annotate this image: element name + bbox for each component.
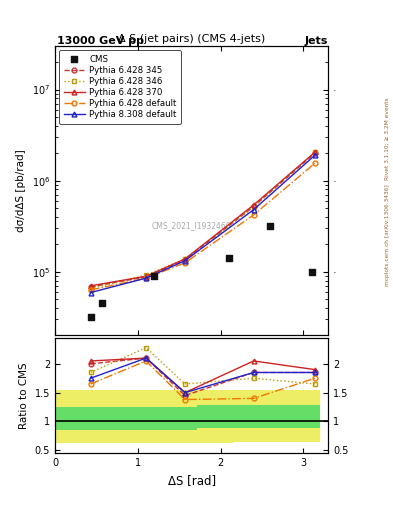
Point <box>226 254 232 263</box>
Point <box>151 272 158 280</box>
Text: mcplots.cern.ch [arXiv:1306.3436]: mcplots.cern.ch [arXiv:1306.3436] <box>385 185 389 286</box>
Point <box>99 299 105 307</box>
Y-axis label: dσ/dΔS [pb/rad]: dσ/dΔS [pb/rad] <box>16 150 26 232</box>
Point <box>309 268 315 276</box>
X-axis label: ΔS [rad]: ΔS [rad] <box>167 474 216 486</box>
Text: CMS_2021_I1932460: CMS_2021_I1932460 <box>152 221 231 230</box>
Text: Rivet 3.1.10; ≥ 3.2M events: Rivet 3.1.10; ≥ 3.2M events <box>385 97 389 180</box>
Text: Jets: Jets <box>305 36 328 46</box>
Point <box>267 222 274 230</box>
Title: Δ S (jet pairs) (CMS 4-jets): Δ S (jet pairs) (CMS 4-jets) <box>118 34 265 44</box>
Legend: CMS, Pythia 6.428 345, Pythia 6.428 346, Pythia 6.428 370, Pythia 6.428 default,: CMS, Pythia 6.428 345, Pythia 6.428 346,… <box>59 50 181 124</box>
Text: 13000 GeV pp: 13000 GeV pp <box>57 36 144 46</box>
Y-axis label: Ratio to CMS: Ratio to CMS <box>19 362 29 429</box>
Point <box>88 313 94 321</box>
